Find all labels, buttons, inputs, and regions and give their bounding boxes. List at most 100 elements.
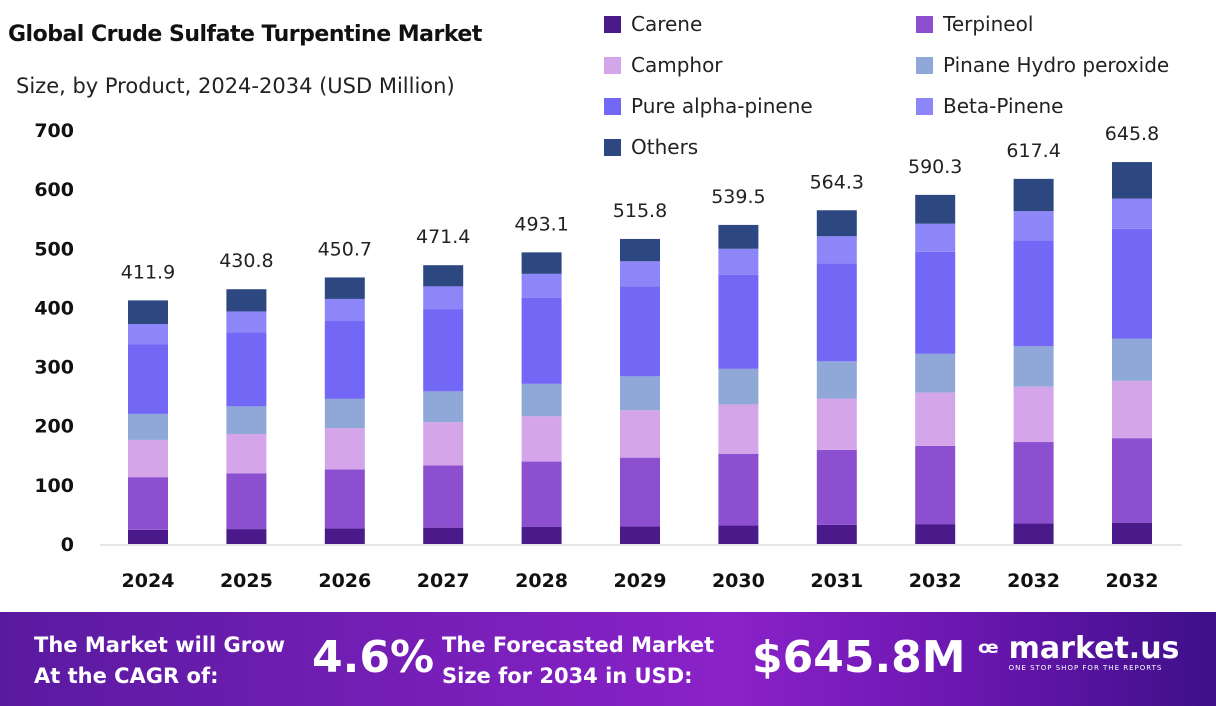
brand-name: market.us [1008, 631, 1180, 666]
legend-label: Beta-Pinene [943, 94, 1064, 118]
bar-segment-others [718, 224, 759, 249]
chart-subtitle: Size, by Product, 2024-2034 (USD Million… [16, 74, 455, 98]
forecast-label-line1: The Forecasted Market [442, 633, 715, 657]
forecast-label: The Forecasted Market Size for 2034 in US… [442, 630, 714, 692]
brand-logo: ꟹ market.us ONE STOP SHOP FOR THE REPORTS [978, 631, 1180, 673]
cagr-label-line1: The Market will Grow [34, 633, 285, 657]
legend-label: Pinane Hydro peroxide [943, 53, 1170, 77]
bar-segment-beta-pinene [1112, 198, 1152, 229]
bar-segment-terpineol [620, 457, 660, 527]
bar-segment-carene [915, 524, 956, 544]
y-tick-label: 300 [34, 357, 74, 379]
bar-segment-beta-pinene [226, 311, 267, 333]
total-data-label: 515.8 [613, 200, 667, 222]
bar-segment-camphor [816, 398, 857, 450]
bar-segment-camphor [521, 416, 562, 462]
bar-segment-terpineol [1112, 438, 1152, 523]
total-data-label: 471.4 [416, 226, 470, 248]
bar-segment-pure-alpha-pinene [816, 263, 857, 362]
bar-segment-beta-pinene [718, 248, 759, 275]
bar-segment-pinane-hydro-peroxide [1013, 346, 1054, 387]
legend-label: Camphor [631, 53, 723, 77]
y-tick-label: 200 [34, 416, 74, 438]
bar-segment-beta-pinene [816, 236, 857, 264]
bar-segment-beta-pinene [915, 223, 956, 252]
bar-segment-camphor [423, 422, 464, 466]
bar-segment-pinane-hydro-peroxide [521, 383, 562, 417]
total-data-label: 411.9 [121, 261, 175, 283]
legend-label: Carene [631, 12, 703, 36]
legend-label: Pure alpha-pinene [631, 94, 813, 118]
bar-segment-carene [324, 528, 365, 544]
total-data-label: 617.4 [1006, 140, 1060, 162]
bar-segment-pure-alpha-pinene [423, 309, 464, 392]
bar-segment-others [226, 289, 267, 312]
bar-segment-others [324, 277, 365, 299]
bar-segment-carene [423, 527, 464, 544]
bar-segment-terpineol [718, 453, 759, 526]
legend-swatch [916, 15, 933, 33]
bar-segment-others [1112, 162, 1152, 199]
footer-banner: The Market will Grow At the CAGR of: 4.6%… [0, 612, 1216, 706]
total-data-label: 493.1 [514, 213, 568, 235]
bar-segment-terpineol [521, 461, 562, 527]
bar-segment-camphor [128, 439, 168, 478]
bar-segment-pure-alpha-pinene [1013, 240, 1054, 347]
bar-segment-pinane-hydro-peroxide [718, 368, 759, 405]
cagr-label-line2: At the CAGR of: [34, 664, 219, 688]
total-data-label: 645.8 [1105, 123, 1159, 145]
legend-swatch [916, 56, 933, 74]
legend-label: Terpineol [943, 12, 1034, 36]
bar-segment-carene [128, 529, 168, 544]
y-tick-label: 400 [34, 297, 74, 319]
x-tick-label: 2032 [909, 570, 962, 592]
legend-swatch [604, 97, 621, 115]
forecast-value: $645.8M [752, 632, 966, 683]
bar-segment-camphor [324, 428, 365, 470]
bar-segment-pinane-hydro-peroxide [226, 406, 267, 434]
bar-segment-pinane-hydro-peroxide [915, 353, 956, 393]
bar-segment-pure-alpha-pinene [128, 344, 168, 414]
bar-segment-beta-pinene [423, 286, 464, 310]
bar-segment-pinane-hydro-peroxide [1112, 338, 1152, 381]
bar-segment-pure-alpha-pinene [1112, 228, 1152, 339]
y-tick-label: 600 [34, 179, 74, 201]
stacked-bar-chart: 0 100 200 300 400 500 600 700 411.9 2024 430.8 2025… [34, 120, 1182, 592]
x-tick-label: 2027 [417, 570, 470, 592]
bar-segment-pure-alpha-pinene [226, 332, 267, 407]
bar-segment-pure-alpha-pinene [324, 321, 365, 399]
brand-tagline: ONE STOP SHOP FOR THE REPORTS [1008, 664, 1163, 672]
bar-segment-camphor [718, 404, 759, 454]
x-tick-label: 2028 [515, 570, 568, 592]
bar-segment-camphor [1112, 380, 1152, 439]
y-tick-label: 500 [34, 238, 74, 260]
legend-item: Pure alpha-pinene [604, 94, 813, 118]
legend-item: Terpineol [916, 12, 1033, 36]
legend-label: Others [631, 135, 699, 159]
y-tick-label: 100 [34, 475, 74, 497]
bar-segment-carene [816, 524, 857, 544]
bar-segment-beta-pinene [128, 323, 168, 345]
bar-segment-pure-alpha-pinene [718, 274, 759, 369]
total-data-label: 450.7 [318, 238, 372, 260]
bar-segment-terpineol [128, 477, 168, 530]
legend-swatch [604, 56, 621, 74]
bar-segment-beta-pinene [521, 273, 562, 298]
market-us-logo-icon: ꟹ [978, 635, 999, 671]
x-tick-label: 2032 [1106, 570, 1159, 592]
bar-segment-carene [718, 525, 759, 544]
bar-segment-terpineol [324, 469, 365, 529]
legend-item: Carene [604, 12, 702, 36]
bar-segment-carene [1112, 522, 1152, 544]
bar-segment-pure-alpha-pinene [521, 297, 562, 384]
bar-segment-terpineol [915, 445, 956, 525]
bar-segment-pinane-hydro-peroxide [128, 413, 168, 440]
x-tick-label: 2030 [712, 570, 765, 592]
total-data-label: 430.8 [219, 250, 273, 272]
bar-segment-carene [620, 526, 660, 544]
bar-segment-terpineol [816, 449, 857, 525]
legend-item: Beta-Pinene [916, 94, 1063, 118]
y-tick-label: 700 [34, 120, 74, 142]
legend-swatch [604, 15, 621, 33]
bar-segment-others [128, 300, 168, 324]
